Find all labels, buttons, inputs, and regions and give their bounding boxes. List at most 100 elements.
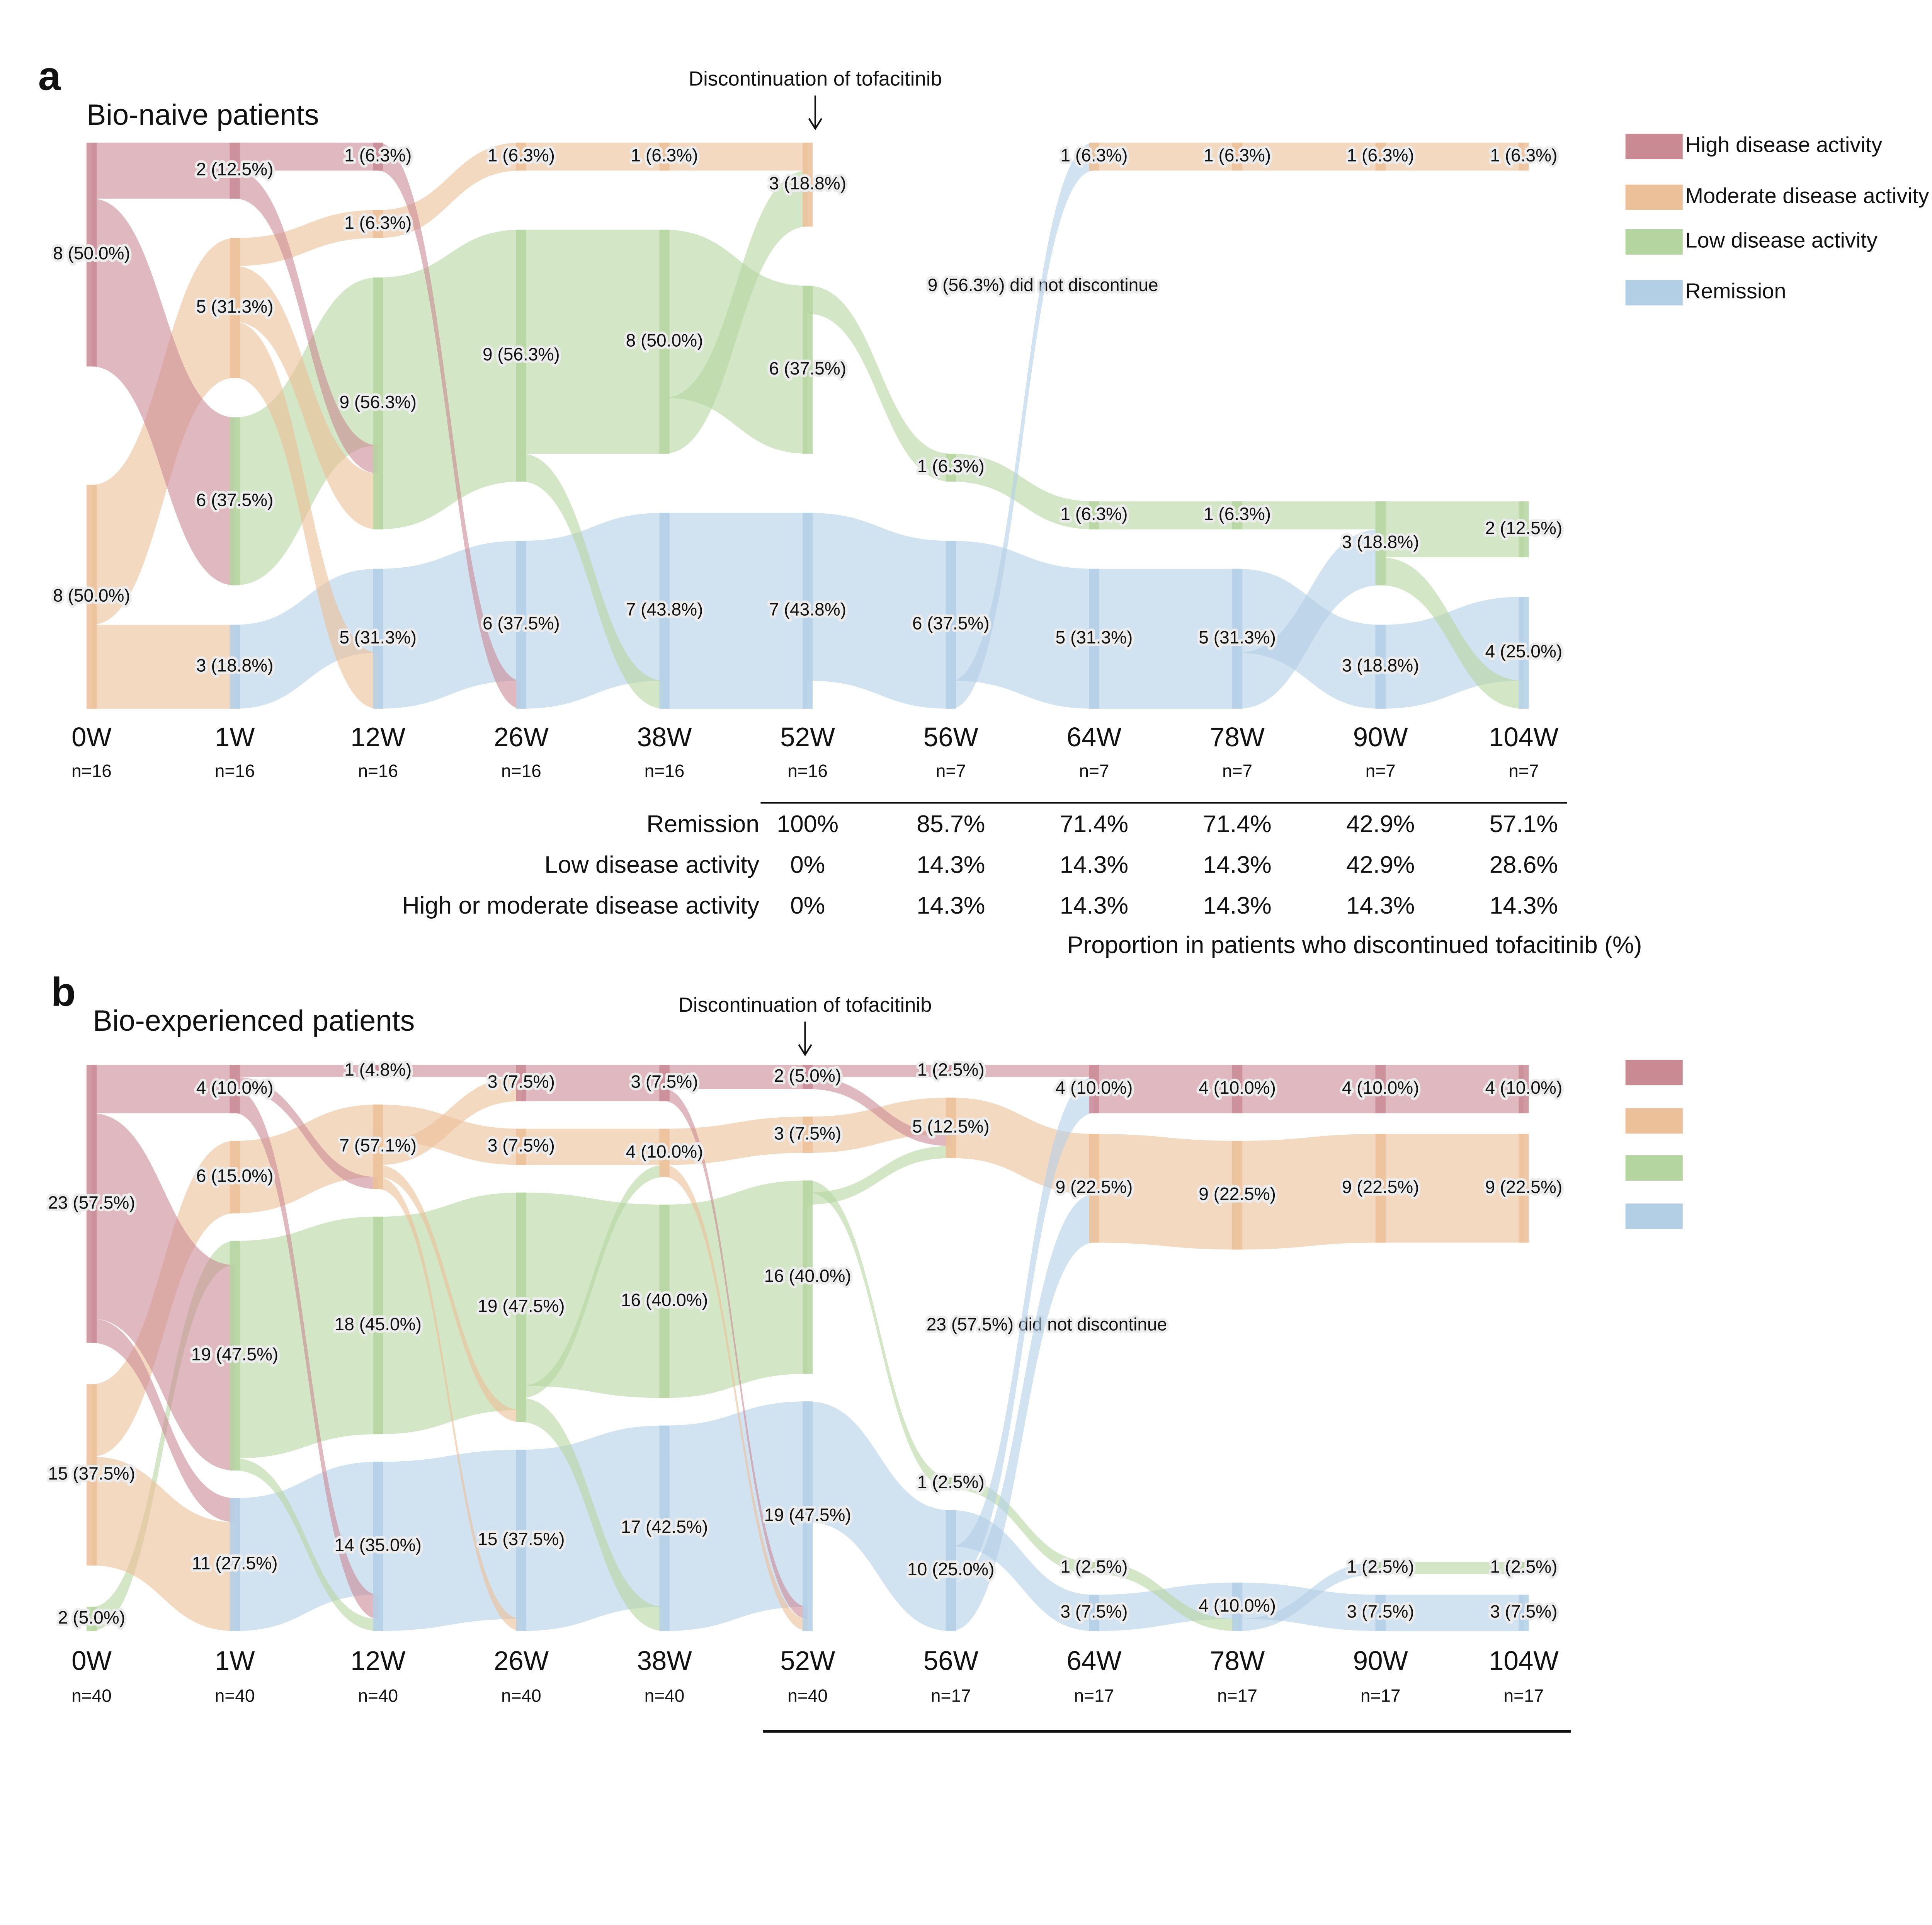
timepoint-label: 26W xyxy=(494,722,549,752)
n-label: n=16 xyxy=(787,761,828,781)
table-row-label: Remission xyxy=(646,810,759,837)
node xyxy=(516,1065,527,1101)
timepoint-label: 56W xyxy=(923,1646,978,1676)
node-label: 4 (10.0%) xyxy=(1485,1077,1562,1098)
flow xyxy=(1237,143,1381,171)
node xyxy=(659,1425,670,1631)
node xyxy=(659,143,670,171)
table-cell: 14.3% xyxy=(1346,892,1415,919)
node-label: 19 (47.5%) xyxy=(191,1344,278,1364)
flow xyxy=(1237,1562,1381,1631)
node xyxy=(373,1462,383,1631)
flow xyxy=(951,1194,1094,1631)
flows xyxy=(91,143,1524,1631)
node-label: 2 (12.5%) xyxy=(1485,518,1562,538)
legend-swatch xyxy=(1625,134,1683,159)
legend-swatch xyxy=(1625,184,1683,210)
node xyxy=(1089,1134,1099,1243)
node xyxy=(230,1241,240,1471)
node xyxy=(1519,143,1529,171)
flow xyxy=(1380,143,1524,171)
flow xyxy=(378,1065,521,1077)
node xyxy=(1375,1562,1386,1574)
node-label: 1 (6.3%) xyxy=(631,145,698,165)
n-label: n=40 xyxy=(358,1686,398,1706)
timepoint-label: 64W xyxy=(1066,722,1121,752)
node xyxy=(803,1180,813,1374)
node-label: 9 (22.5%) xyxy=(1485,1177,1562,1197)
n-label: n=7 xyxy=(1079,761,1109,781)
timepoint-label: 104W xyxy=(1489,722,1559,752)
flow xyxy=(808,1077,951,1146)
node-label: 4 (10.0%) xyxy=(626,1141,703,1161)
node xyxy=(516,230,527,482)
flow xyxy=(808,1401,951,1631)
legend-label: Moderate disease activity xyxy=(1685,183,1929,208)
table-cell: 14.3% xyxy=(1203,851,1271,878)
node-label: 8 (50.0%) xyxy=(53,585,130,605)
table-cell: 85.7% xyxy=(917,810,985,837)
flow xyxy=(951,143,1094,709)
flow xyxy=(235,143,378,171)
node-label: 3 (7.5%) xyxy=(1490,1602,1557,1622)
legend-label: Remission xyxy=(1685,279,1786,303)
node xyxy=(516,541,527,709)
node xyxy=(946,453,956,482)
flow xyxy=(521,1425,665,1631)
node-label: 15 (37.5%) xyxy=(48,1463,135,1483)
node-label: 23 (57.5%) xyxy=(48,1192,135,1212)
flow xyxy=(91,625,235,709)
flow xyxy=(378,1165,521,1422)
node-label: 2 (5.0%) xyxy=(58,1607,125,1627)
n-label: n=7 xyxy=(1509,761,1539,781)
node xyxy=(1375,625,1386,709)
node-label: 5 (31.3%) xyxy=(196,296,274,317)
legend-label: Low disease activity xyxy=(1685,228,1877,252)
node xyxy=(1519,501,1529,558)
table-cell: 14.3% xyxy=(1490,892,1558,919)
flow xyxy=(521,1398,665,1631)
node-label: 1 (6.3%) xyxy=(917,456,985,476)
flow xyxy=(951,1098,1094,1195)
node-label: 5 (31.3%) xyxy=(339,627,417,647)
node xyxy=(803,1401,813,1631)
timepoint-label: 64W xyxy=(1066,1646,1121,1676)
node xyxy=(1519,1134,1529,1243)
panel-letter: b xyxy=(51,969,76,1014)
node-label: 8 (50.0%) xyxy=(53,243,130,263)
node-label: 15 (37.5%) xyxy=(478,1529,565,1549)
node xyxy=(803,143,813,227)
table-cell: 0% xyxy=(790,851,825,878)
flow xyxy=(1237,1065,1381,1113)
flow xyxy=(521,1065,665,1101)
legend-swatch xyxy=(1625,1155,1683,1181)
node-label: 3 (7.5%) xyxy=(631,1072,698,1092)
flow xyxy=(1094,568,1238,709)
flow xyxy=(521,1192,665,1398)
node xyxy=(1375,143,1386,171)
legend-label: High disease activity xyxy=(1685,133,1882,157)
node-label: 4 (25.0%) xyxy=(1485,641,1562,661)
node xyxy=(1232,1140,1243,1250)
node-label: 5 (31.3%) xyxy=(1056,627,1133,647)
flow xyxy=(235,170,378,473)
n-label: n=16 xyxy=(645,761,685,781)
flow xyxy=(378,1105,521,1165)
flow xyxy=(91,1241,235,1631)
timepoint-label: 90W xyxy=(1353,1646,1408,1676)
node-label: 1 (6.3%) xyxy=(344,213,412,233)
node xyxy=(86,1384,97,1566)
flow xyxy=(951,453,1094,529)
n-label: n=16 xyxy=(215,761,255,781)
timepoint-label: 0W xyxy=(71,722,112,752)
node-label: 16 (40.0%) xyxy=(764,1266,851,1286)
flow xyxy=(1237,501,1381,529)
table-cell: 14.3% xyxy=(1060,851,1128,878)
n-label: n=7 xyxy=(1222,761,1252,781)
node-label: 3 (7.5%) xyxy=(774,1123,841,1143)
flow xyxy=(951,1477,1094,1574)
node xyxy=(803,1117,813,1153)
flow xyxy=(1094,143,1238,171)
flow xyxy=(235,322,378,709)
table-caption: Proportion in patients who discontinued … xyxy=(1067,931,1642,958)
